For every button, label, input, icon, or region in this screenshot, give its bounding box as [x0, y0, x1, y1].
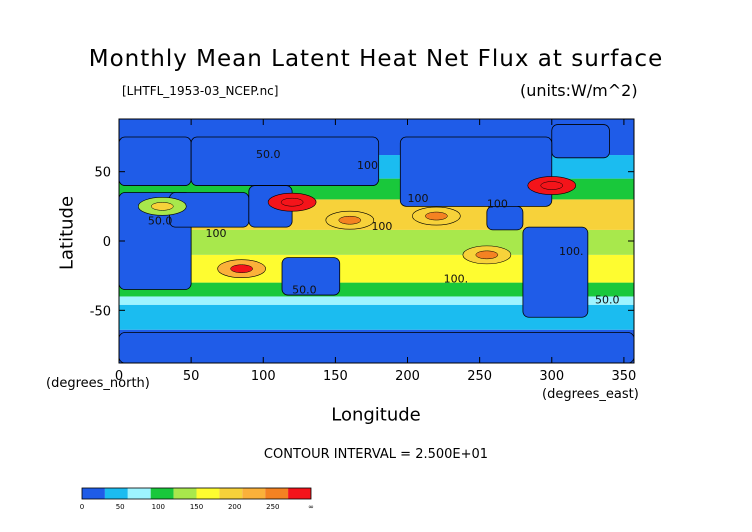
colorbar-label: 250	[266, 503, 279, 511]
contour-label: 100	[357, 159, 378, 172]
colorbar-swatch	[173, 488, 197, 499]
hotspot-core	[230, 264, 253, 273]
colorbar-swatch	[196, 488, 220, 499]
contour-label: 100	[487, 198, 508, 211]
colorbar-label: 50	[116, 503, 125, 511]
heatmap-band	[119, 296, 634, 305]
hotspot-core	[540, 181, 564, 190]
y-tick-label: -50	[90, 304, 111, 319]
hotspot-core	[475, 250, 499, 260]
colorbar-swatch	[288, 488, 311, 499]
land-masks	[119, 124, 634, 363]
x-axis-label: Longitude	[331, 404, 421, 426]
contour-label: 100	[206, 227, 227, 240]
land-australia	[281, 257, 341, 296]
hotspot-core	[151, 202, 174, 211]
contour-label: 50.0	[595, 293, 620, 306]
colorbar-swatch	[265, 488, 289, 499]
colorbar-swatch	[242, 488, 266, 499]
x-tick-label: 300	[539, 369, 564, 384]
colorbar-swatch	[82, 488, 105, 499]
x-tick-label: 350	[611, 369, 636, 384]
land-north-america	[399, 136, 553, 207]
hotspot-core	[280, 197, 304, 207]
file-label: [LHTFL_1953-03_NCEP.nc]	[122, 84, 279, 98]
contour-label: 100.	[444, 273, 469, 286]
contour-label: 100	[371, 220, 392, 233]
colorbar-label: 150	[190, 503, 203, 511]
contour-label: 100	[408, 192, 429, 205]
y-axis-ticks: 50 0 -50	[90, 166, 634, 319]
land-antarctica	[119, 332, 634, 363]
contour-label: 50.0	[148, 214, 173, 227]
contour-labels: 50.0 100 100 100 100 50.0 100. 100. 50.0 100 50.0	[148, 148, 620, 307]
contour-label: 100.	[559, 245, 584, 258]
x-tick-label: 200	[395, 369, 420, 384]
hotspot-core	[338, 215, 362, 225]
colorbar-label: 100	[152, 503, 165, 511]
contour-label: 50.0	[292, 284, 317, 297]
x-tick-label: 250	[467, 369, 492, 384]
hotspot-core	[425, 211, 448, 221]
y-tick-label: 0	[103, 235, 111, 250]
x-axis-ticks: 0 50 100 150 200 250 300 350	[115, 119, 636, 384]
colorbar-swatch	[219, 488, 243, 499]
colorbar-label: ∞	[308, 503, 314, 511]
land-central-america	[486, 205, 524, 231]
units-label: (units:W/m^2)	[520, 81, 638, 100]
x-tick-label: 100	[251, 369, 276, 384]
colorbar-frame	[81, 487, 312, 500]
contour-label: 50.0	[256, 148, 281, 161]
colorbar-label: 200	[228, 503, 241, 511]
land-south-america	[522, 226, 589, 318]
colorbar: 0 50 100 150 200 250 ∞	[80, 487, 314, 511]
colorbar-swatch	[127, 488, 151, 499]
colorbar-swatch	[150, 488, 174, 499]
x-unit-caption: (degrees_east)	[542, 387, 639, 402]
x-tick-label: 150	[323, 369, 348, 384]
y-unit-caption: (degrees_north)	[46, 376, 150, 391]
colorbar-swatch	[104, 488, 128, 499]
land-eurasia-west	[119, 136, 192, 186]
land-greenland	[551, 124, 610, 159]
x-tick-label: 50	[183, 369, 200, 384]
land-eurasia-east	[190, 136, 380, 186]
contour-interval: CONTOUR INTERVAL = 2.500E+01	[263, 447, 489, 462]
flux-hotspots	[137, 176, 577, 279]
colorbar-label: 0	[80, 503, 84, 511]
heatmap-band	[119, 282, 634, 297]
chart-title: Monthly Mean Latent Heat Net Flux at sur…	[88, 46, 664, 72]
y-tick-label: 50	[94, 166, 111, 181]
x-tick-label: 0	[115, 369, 123, 384]
